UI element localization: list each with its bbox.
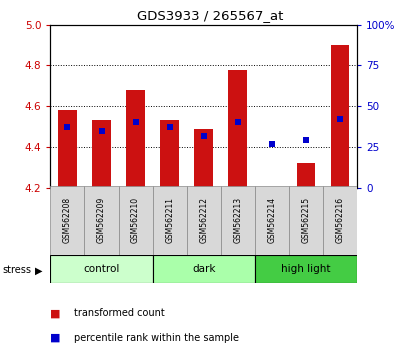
Bar xyxy=(221,186,255,255)
Text: GSM562210: GSM562210 xyxy=(131,197,140,244)
Text: dark: dark xyxy=(192,264,215,274)
Bar xyxy=(228,69,247,188)
Bar xyxy=(255,255,357,283)
Bar xyxy=(186,186,221,255)
Bar xyxy=(152,255,255,283)
Text: GSM562209: GSM562209 xyxy=(97,197,106,244)
Text: GSM562215: GSM562215 xyxy=(302,197,310,244)
Text: GDS3933 / 265567_at: GDS3933 / 265567_at xyxy=(137,9,283,22)
Bar xyxy=(50,186,84,255)
Text: ▶: ▶ xyxy=(35,266,42,275)
Bar xyxy=(58,110,77,188)
Bar xyxy=(262,187,281,188)
Bar xyxy=(297,163,315,188)
Text: percentile rank within the sample: percentile rank within the sample xyxy=(74,333,239,343)
Bar xyxy=(331,45,349,188)
Bar xyxy=(255,186,289,255)
Text: GSM562214: GSM562214 xyxy=(268,197,276,244)
Text: ■: ■ xyxy=(50,308,61,318)
Text: GSM562208: GSM562208 xyxy=(63,197,72,244)
Bar xyxy=(323,186,357,255)
Text: GSM562216: GSM562216 xyxy=(336,197,344,244)
Bar xyxy=(118,186,152,255)
Text: transformed count: transformed count xyxy=(74,308,164,318)
Bar xyxy=(84,186,118,255)
Text: GSM562211: GSM562211 xyxy=(165,198,174,243)
Text: GSM562213: GSM562213 xyxy=(233,197,242,244)
Bar xyxy=(194,129,213,188)
Bar xyxy=(160,120,179,188)
Bar xyxy=(289,186,323,255)
Bar xyxy=(92,120,111,188)
Text: GSM562212: GSM562212 xyxy=(199,198,208,243)
Bar xyxy=(152,186,186,255)
Text: ■: ■ xyxy=(50,333,61,343)
Text: stress: stress xyxy=(2,266,31,275)
Text: control: control xyxy=(83,264,120,274)
Bar xyxy=(50,255,152,283)
Bar xyxy=(126,90,145,188)
Text: high light: high light xyxy=(281,264,331,274)
